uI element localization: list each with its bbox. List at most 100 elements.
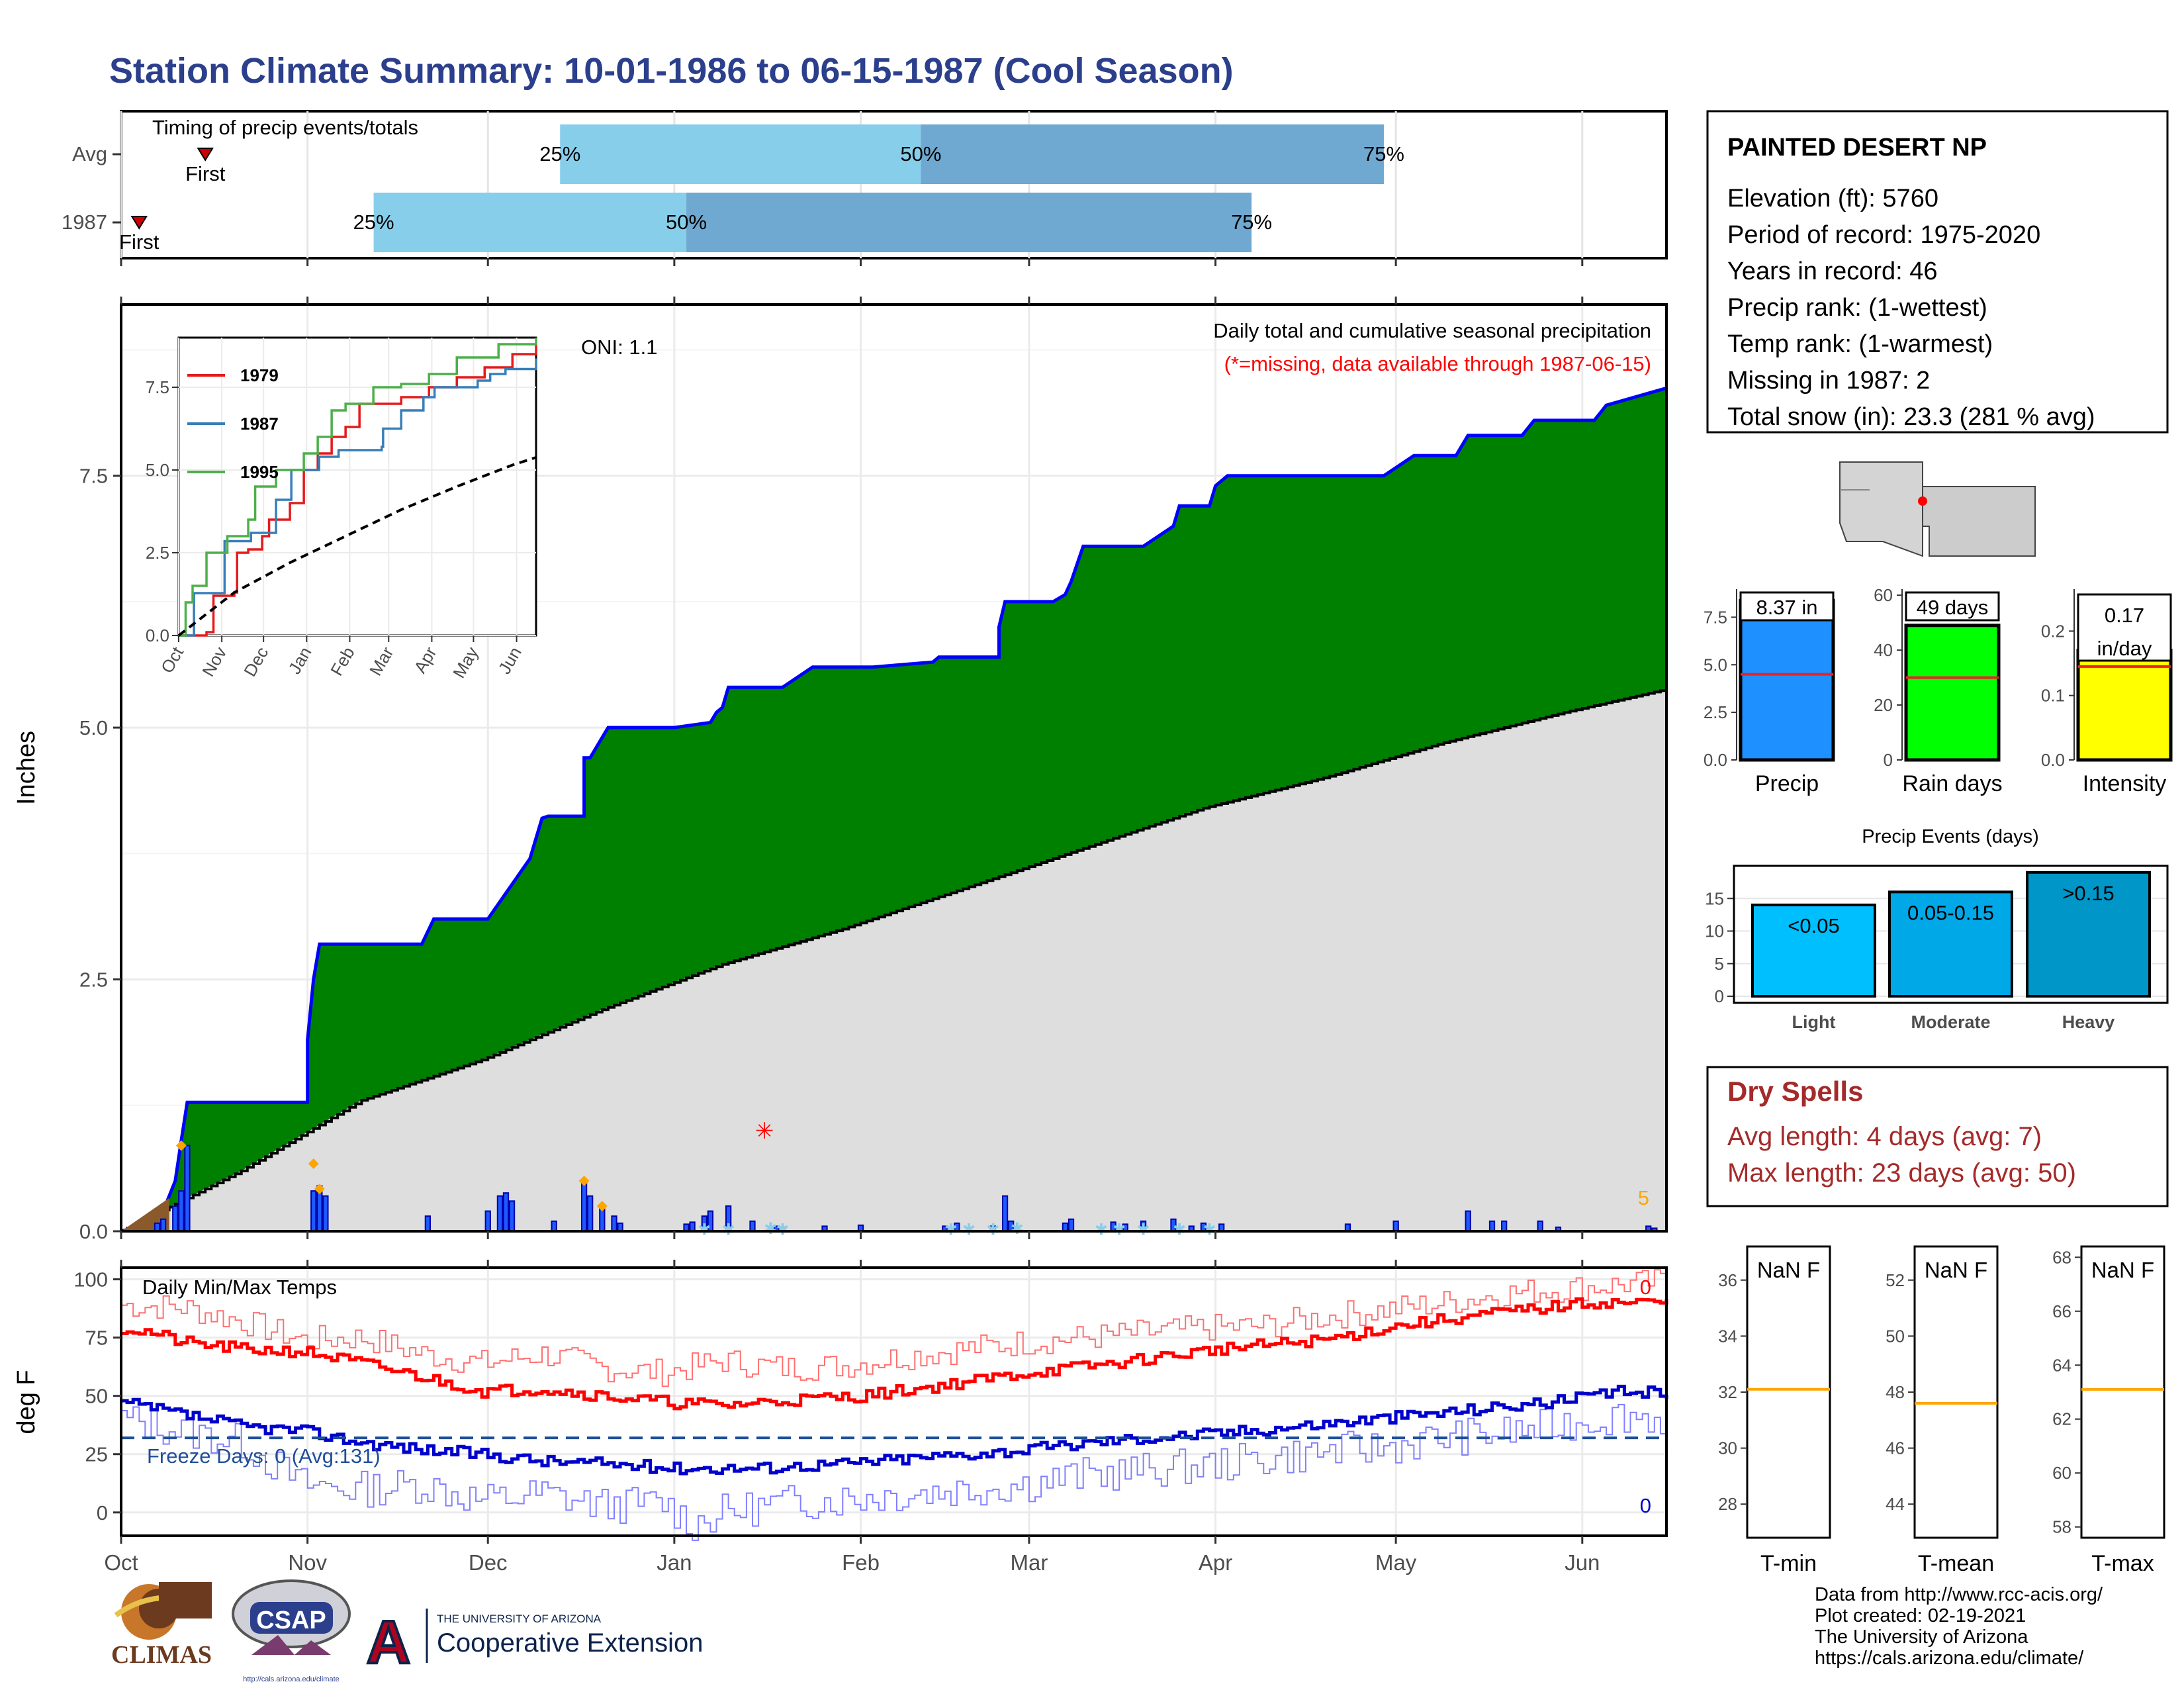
gauge-label: T-mean — [1918, 1551, 1994, 1576]
summary-value: 8.37 in — [1756, 596, 1817, 619]
gauge-tick-label: 66 — [2052, 1301, 2071, 1321]
summary-tick-label: 0.0 — [2041, 750, 2065, 770]
y-tick-label: 100 — [73, 1268, 108, 1291]
value-box — [1905, 591, 2000, 622]
gauge-tick-label: 46 — [1886, 1438, 1905, 1458]
daily-precip-bar — [1488, 1220, 1496, 1232]
x-tick-label: Apr — [1199, 1550, 1232, 1575]
gauge-tick-label: 32 — [1718, 1382, 1737, 1402]
p75-label: 75% — [1363, 142, 1404, 165]
info-line: Elevation (ft): 5760 — [1727, 185, 1938, 212]
gauge-value: NaN F — [1925, 1258, 1987, 1282]
daily-precip-bar — [178, 1190, 185, 1233]
p50-label: 50% — [666, 211, 707, 234]
event-bar-label: >0.15 — [2062, 882, 2114, 905]
daily-precip-bar — [689, 1221, 696, 1232]
inset-average-line — [177, 456, 537, 637]
first-marker — [197, 148, 214, 162]
dry-spells-box: Dry Spells Avg length: 4 days (avg: 7) M… — [1706, 1066, 2169, 1207]
summary-bars: 0.0 2.5 5.0 7.5 8.37 in Precip 0 20 40 60 49 days R… — [1704, 585, 2173, 796]
event-bar — [1751, 904, 1876, 998]
max-day-marker — [314, 1184, 325, 1195]
climas-wordmark: CLIMAS — [111, 1641, 212, 1669]
daily-precip-bar — [1068, 1218, 1075, 1233]
gauge-frame — [2080, 1245, 2165, 1539]
gauge-label: T-max — [2091, 1551, 2154, 1576]
daily-precip-bar — [1465, 1210, 1471, 1232]
x-tick-label: May — [1375, 1550, 1417, 1575]
summary-tick-label: 60 — [1874, 585, 1893, 605]
event-bar-label: 0.05-0.15 — [1907, 901, 1994, 924]
daily-precip-bar — [1001, 1195, 1009, 1233]
station-name: PAINTED DESERT NP — [1727, 134, 1987, 162]
daily-min-line — [121, 1403, 1667, 1541]
precip-heading: Daily total and cumulative seasonal prec… — [1213, 319, 1651, 342]
ua-line1: THE UNIVERSITY OF ARIZONA — [437, 1613, 602, 1625]
x-tick-label: Dec — [469, 1550, 508, 1575]
summary-tick-label: 0.1 — [2041, 686, 2065, 706]
avg-min-line — [121, 1384, 1668, 1476]
daily-precip-bar — [1501, 1220, 1508, 1232]
location-map — [1839, 461, 2036, 557]
ua-line2: Cooperative Extension — [437, 1628, 703, 1658]
gauge-tick-label: 62 — [2052, 1409, 2071, 1429]
x-tick-label: Oct — [104, 1550, 138, 1575]
snow-marker: ✱ — [776, 1221, 789, 1239]
daily-precip-bar — [587, 1195, 594, 1233]
first-label: First — [119, 230, 159, 254]
summary-label: Rain days — [1902, 771, 2002, 796]
summary-bar-rain-days — [1904, 624, 2001, 762]
gauge-tick-label: 48 — [1886, 1382, 1905, 1402]
timing-row-1987-label: 1987 — [62, 211, 107, 234]
snow-marker: ✱ — [1173, 1221, 1186, 1239]
csap-url: http://cals.arizona.edu/climate — [243, 1675, 340, 1683]
info-line: Years in record: 46 — [1727, 258, 1938, 285]
daily-precip-bar — [424, 1215, 431, 1233]
daily-precip-bar — [310, 1190, 317, 1233]
max-day-marker — [578, 1175, 590, 1186]
daily-precip-bar — [611, 1215, 617, 1233]
missing-marker: ✳ — [755, 1119, 774, 1144]
climas-logo: CLIMAS — [111, 1582, 212, 1669]
gauge-frame — [1913, 1245, 1999, 1539]
cumulative-excess-area — [121, 388, 1666, 1231]
missing-note: (*=missing, data available through 1987-… — [1224, 352, 1651, 375]
daily-precip-bar — [1392, 1220, 1399, 1232]
snow-marker: ✱ — [722, 1221, 735, 1239]
y-tick-label: 0 — [97, 1501, 108, 1524]
inset-y-tick-label: 7.5 — [146, 377, 169, 397]
p50-label: 50% — [900, 142, 941, 165]
temp-gauges: NaN F 28 30 32 34 36 T-min NaN F 44 46 48 50 52 T-mea… — [1718, 1245, 2165, 1576]
event-bar — [2026, 870, 2151, 998]
temp-ylabel: deg F — [13, 1370, 40, 1434]
gauge-tick-label: 52 — [1886, 1270, 1905, 1290]
ua-letter: A — [367, 1609, 410, 1676]
inset-y-tick-label: 2.5 — [146, 543, 169, 563]
summary-label: Precip — [1755, 771, 1819, 796]
csap-wordmark: CSAP — [256, 1607, 326, 1634]
info-line: Temp rank: (1-warmest) — [1727, 330, 1993, 358]
dry-spells-title: Dry Spells — [1727, 1076, 1863, 1107]
daily-precip-bar — [580, 1180, 588, 1233]
credit-line: Data from http://www.rcc-acis.org/ — [1815, 1584, 2103, 1605]
snow-marker: ✱ — [1011, 1220, 1024, 1238]
avg-max-line — [121, 1297, 1668, 1411]
gauge-value: NaN F — [1757, 1258, 1820, 1282]
dry-spells-max: Max length: 23 days (avg: 50) — [1727, 1158, 2076, 1188]
event-bar-label: <0.05 — [1788, 914, 1839, 937]
snow-marker: ✱ — [1113, 1221, 1126, 1239]
summary-value: in/day — [2097, 637, 2152, 660]
info-line: Total snow (in): 23.3 (281 % avg) — [1727, 403, 2095, 431]
timing-label: Timing of precip events/totals — [152, 116, 418, 139]
gauge-frame — [1746, 1245, 1831, 1539]
events-tick-label: 5 — [1715, 954, 1724, 974]
gauge-tick-label: 50 — [1886, 1326, 1905, 1346]
summary-label: Intensity — [2083, 771, 2167, 796]
gauge-label: T-min — [1760, 1551, 1817, 1576]
summary-tick-label: 0.0 — [1704, 750, 1727, 770]
x-tick-label: Nov — [288, 1550, 327, 1575]
first-marker — [130, 216, 148, 230]
y-tick-label: 2.5 — [79, 968, 108, 992]
p25-label: 25% — [353, 211, 394, 234]
